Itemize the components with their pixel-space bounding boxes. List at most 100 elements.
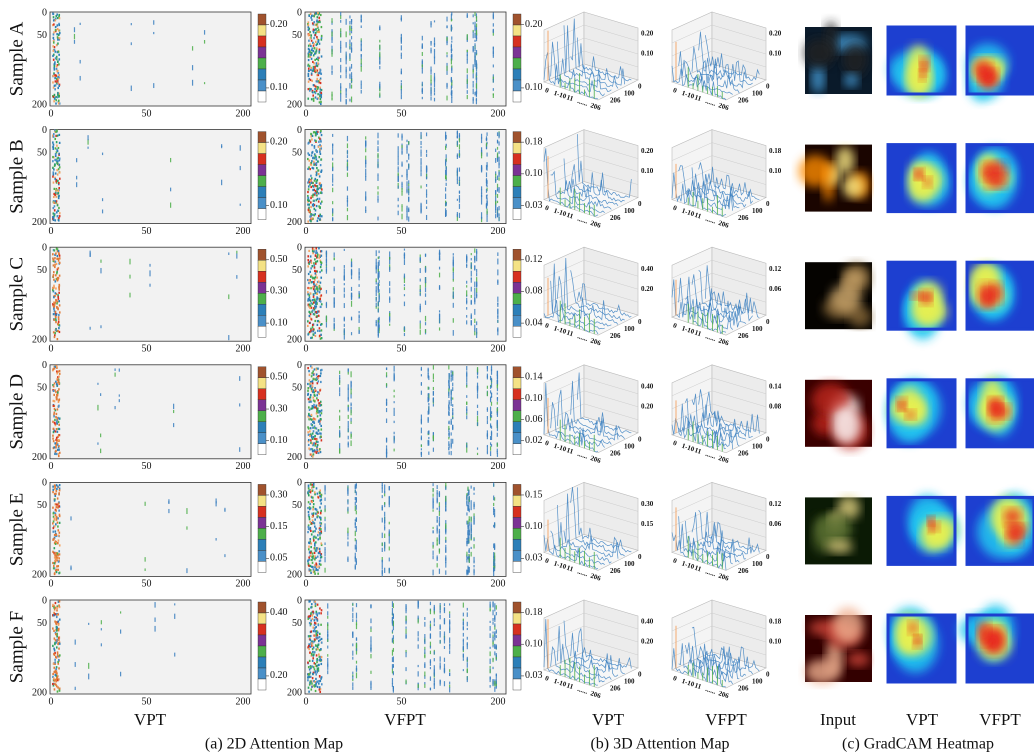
attention-dot (308, 159, 311, 162)
y-tick-label: 0 (297, 478, 302, 489)
attention-dot (309, 569, 312, 572)
attention-dot (144, 501, 146, 506)
attention-dot (311, 249, 314, 252)
attention-dot (312, 84, 315, 87)
grid-line (543, 259, 639, 279)
attention-dot (54, 633, 57, 636)
attention-dot (79, 75, 81, 81)
attention-dot (497, 280, 499, 284)
attention-dot (392, 656, 394, 663)
attention-dot (55, 201, 57, 204)
attention-dot (347, 387, 349, 390)
attention-dot (360, 43, 362, 48)
attention-dot (420, 383, 423, 386)
attention-dot (432, 550, 434, 555)
attention-dot (318, 491, 321, 495)
attention-dot (320, 662, 323, 666)
attention-dot (347, 420, 349, 427)
attention-dot (427, 399, 429, 403)
attention-dot (316, 260, 319, 263)
attention-dot (436, 543, 438, 546)
input-image (805, 262, 872, 330)
attention-dot (118, 368, 120, 372)
attention-dot (316, 167, 318, 170)
attention-dot (320, 25, 323, 29)
attention-dot (318, 565, 320, 568)
attention-dot (312, 330, 314, 333)
attention-dot (58, 689, 61, 692)
colorbar-label: 0.14 (525, 372, 543, 383)
colorbar-label: 0.03 (525, 200, 543, 211)
attention-dot (309, 483, 312, 486)
attention-dot (310, 436, 313, 439)
attention-dot (473, 515, 475, 522)
attention-dot (308, 508, 311, 511)
attention-dot (400, 45, 402, 51)
attention-dot (58, 534, 60, 537)
attention-dot (350, 295, 353, 301)
x-axis-label: 1-10 (681, 207, 696, 219)
attention-dot (53, 647, 55, 650)
attention-dot (319, 20, 321, 24)
attention-dot (311, 326, 314, 329)
attention-dot (311, 500, 314, 504)
attention-dot (55, 55, 58, 58)
attention-dot (360, 63, 362, 67)
attention-dot (56, 365, 58, 368)
attention-dot (52, 141, 54, 144)
attention-dot (439, 631, 441, 635)
attention-dot (467, 520, 469, 525)
attention-dot (316, 16, 319, 19)
x-tick-label: 50 (396, 579, 406, 590)
attention-dot (58, 217, 60, 220)
attention-dot (445, 166, 447, 172)
colorbar-segment (512, 186, 522, 198)
x-axis-label: 206 (589, 572, 602, 583)
attention-dot (486, 132, 488, 136)
attention-dot (55, 287, 57, 290)
attention-dot (310, 666, 312, 670)
row-label: Sample A (6, 22, 27, 97)
attention-dot (100, 628, 102, 631)
attention-dot (319, 77, 322, 80)
attention-dot (475, 23, 478, 28)
attention-dot (56, 419, 58, 422)
attention-dot (58, 423, 60, 426)
x-axis-label: 11 (694, 211, 703, 221)
attention-dot (393, 437, 395, 442)
colorbar-segment (512, 282, 522, 294)
attention-dot (466, 366, 468, 371)
attention-dot (331, 65, 333, 70)
attention-dot (314, 331, 316, 334)
attention-dot (358, 326, 360, 332)
attention-dot (315, 616, 318, 620)
attention-dot (56, 556, 58, 559)
attention-dot (444, 145, 447, 150)
attention-dot (324, 526, 326, 532)
attention-dot (340, 33, 342, 38)
attention-dot (350, 36, 353, 40)
attention-dot (315, 139, 317, 143)
attention-dot (433, 97, 436, 102)
attention-dot (470, 485, 472, 489)
attention-dot (474, 291, 476, 297)
attention-dot (397, 150, 399, 157)
attention-dot (100, 643, 102, 647)
attention-dot (54, 176, 56, 179)
y-axis-label: 100 (752, 325, 763, 333)
z-tick-label: 0.10 (769, 167, 782, 175)
attention-dot (53, 677, 55, 680)
attention-dot (308, 558, 311, 561)
attention-dot (379, 65, 381, 70)
attention-dot (57, 294, 59, 297)
attention-dot (375, 302, 377, 307)
y-tick-label: 50 (37, 265, 47, 276)
attention-dot (313, 203, 316, 207)
attention-dot (462, 602, 464, 608)
attention-dot (496, 392, 498, 395)
attention-dot (427, 386, 429, 390)
attention-dot (325, 266, 328, 272)
attention-dot (452, 253, 454, 256)
attention-dot (54, 219, 57, 222)
attention-dot (486, 407, 489, 410)
